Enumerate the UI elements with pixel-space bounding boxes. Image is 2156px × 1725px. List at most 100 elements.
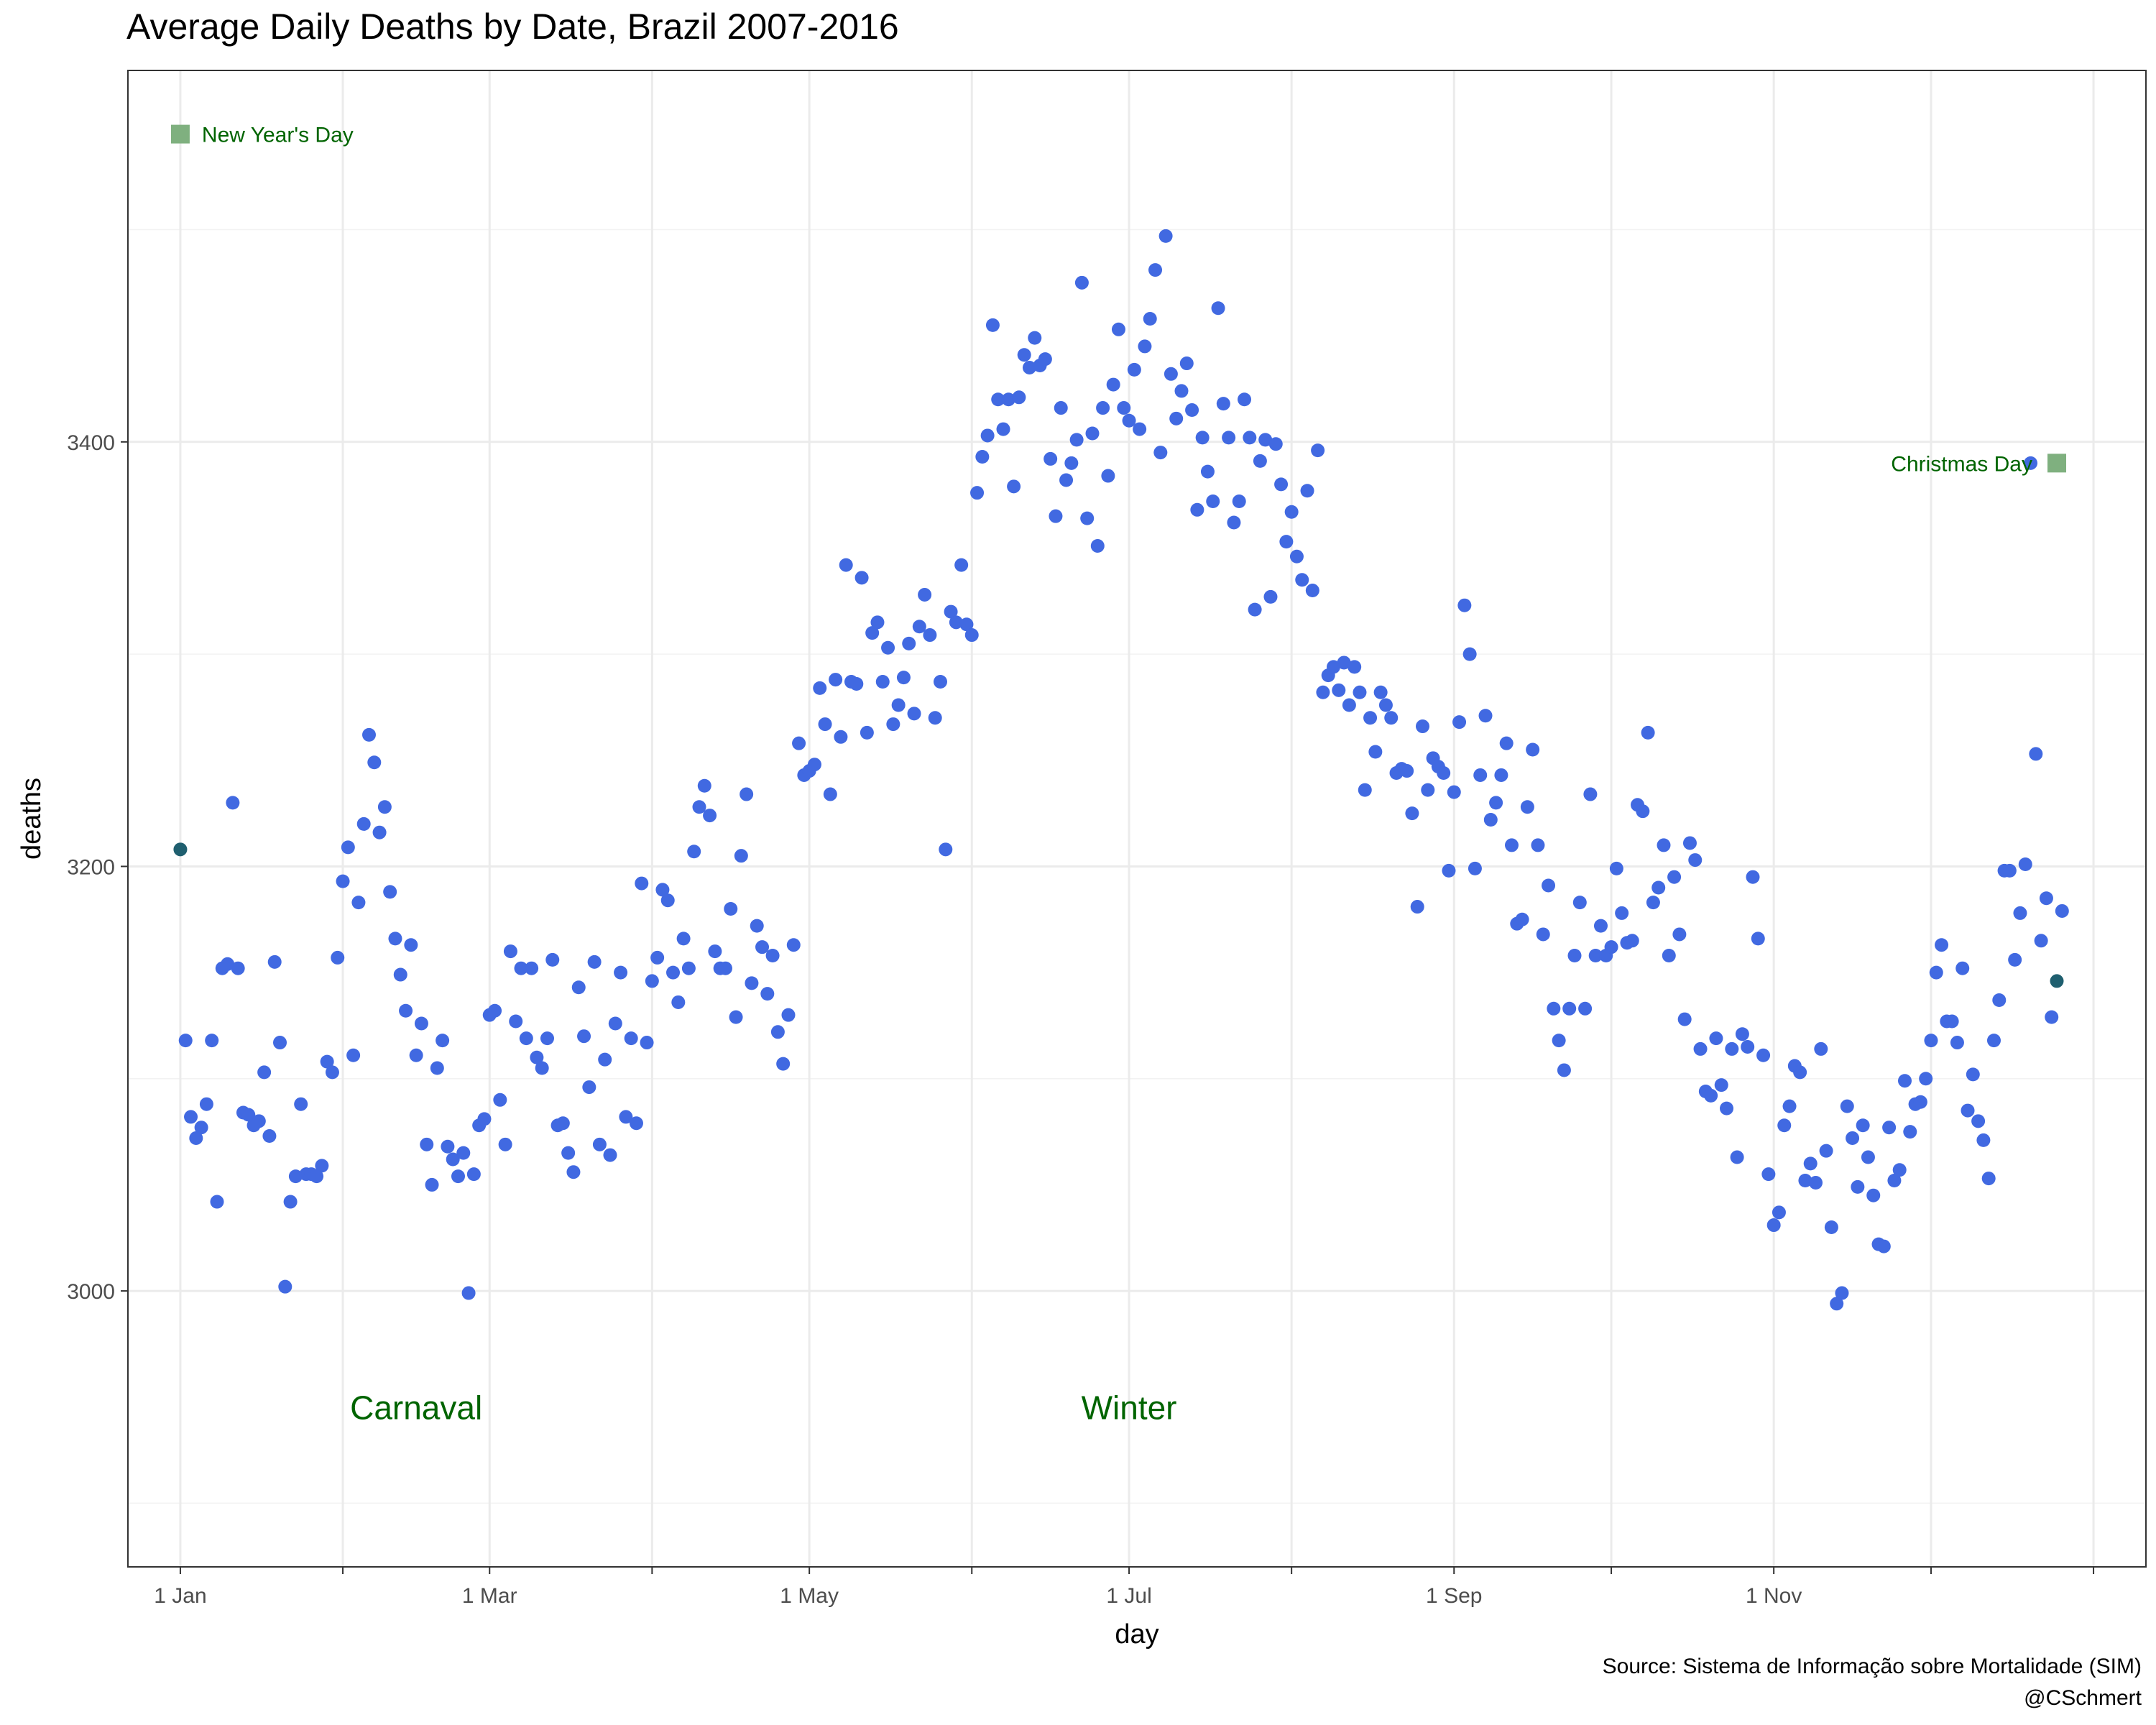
data-point [592, 1137, 607, 1151]
data-point [786, 938, 801, 952]
data-point [2029, 747, 2043, 761]
data-point [1646, 896, 1660, 910]
data-point [1358, 783, 1372, 797]
data-point [697, 778, 711, 793]
data-point [823, 787, 837, 801]
data-point [1662, 948, 1676, 962]
data-point [1935, 938, 1949, 952]
data-point [975, 449, 990, 464]
data-point [1746, 870, 1760, 884]
data-point [1478, 709, 1493, 723]
data-point [288, 1169, 303, 1184]
data-point [1211, 301, 1225, 316]
data-point [1625, 934, 1639, 948]
annotations: New Year's Day Christmas Day Carnaval Winte… [170, 124, 2067, 1427]
data-point [1117, 401, 1131, 415]
data-point [351, 896, 366, 910]
data-point [1552, 1034, 1566, 1048]
data-point [310, 1169, 324, 1184]
highlight-square [2047, 454, 2067, 473]
data-point [184, 1110, 198, 1124]
data-point [1866, 1188, 1881, 1202]
data-point [1766, 1218, 1781, 1233]
data-point [2045, 1010, 2059, 1024]
data-point [1835, 1286, 1849, 1300]
data-point [886, 717, 900, 732]
x-tick-label: 1 Sep [1426, 1584, 1482, 1608]
data-point [1111, 322, 1125, 336]
data-point [1148, 263, 1163, 277]
data-point [1289, 549, 1304, 564]
data-point [860, 725, 874, 740]
data-point [1133, 422, 1147, 436]
data-point [718, 961, 732, 975]
data-point [624, 1031, 638, 1046]
data-point [267, 954, 282, 969]
data-point [436, 1034, 450, 1048]
data-point [540, 1031, 554, 1046]
data-point [1615, 906, 1629, 920]
data-point [1651, 880, 1666, 895]
data-point [273, 1036, 287, 1050]
data-point [1504, 838, 1519, 852]
data-point [1489, 796, 1503, 810]
data-point [2013, 906, 2027, 920]
data-point [294, 1097, 308, 1111]
data-point [493, 1092, 507, 1107]
data-point [582, 1080, 596, 1095]
data-point [1903, 1125, 1917, 1139]
data-point [1348, 660, 1362, 674]
data-point [1059, 473, 1074, 487]
data-point [829, 673, 843, 687]
data-point [1295, 573, 1309, 587]
data-point [1106, 377, 1120, 392]
data-point [1457, 598, 1472, 612]
data-point [1064, 456, 1079, 470]
data-point [1279, 535, 1294, 549]
data-point [1311, 443, 1325, 458]
data-point [640, 1036, 654, 1050]
data-point [388, 932, 402, 946]
data-point [430, 1061, 444, 1075]
data-point [1526, 742, 1540, 757]
data-point [1856, 1118, 1870, 1133]
data-point [331, 950, 345, 965]
y-axis-title: deaths [17, 778, 47, 860]
data-point [556, 1116, 570, 1131]
data-point [1992, 993, 2007, 1007]
data-point [1342, 698, 1356, 712]
data-point [1222, 431, 1236, 445]
data-point [1609, 861, 1623, 875]
data-point [1840, 1099, 1854, 1113]
data-point [1258, 433, 1273, 447]
data-point [252, 1114, 266, 1128]
data-point [367, 755, 382, 770]
data-point [1531, 838, 1545, 852]
data-point [1782, 1099, 1797, 1113]
data-point [703, 809, 717, 823]
data-point [414, 1016, 428, 1031]
data-point [944, 604, 958, 619]
data-point [923, 628, 937, 643]
data-point [1305, 584, 1319, 598]
data-point [1756, 1048, 1771, 1062]
data-point [603, 1148, 617, 1162]
data-point [928, 711, 942, 725]
data-point [1547, 1001, 1561, 1016]
data-point [257, 1065, 272, 1080]
data-point [1882, 1121, 1897, 1135]
data-point [1378, 698, 1393, 712]
data-point [1798, 1174, 1812, 1188]
data-point [545, 952, 560, 967]
y-tick-label: 3400 [67, 431, 115, 455]
data-point [1572, 896, 1587, 910]
data-point [1515, 912, 1529, 926]
data-point [745, 976, 759, 990]
data-point [1044, 451, 1058, 466]
data-point [1929, 965, 1943, 980]
data-point [1263, 589, 1278, 604]
data-point [336, 874, 350, 888]
data-point [2018, 857, 2032, 871]
data-point [1243, 431, 1257, 445]
data-point [1400, 764, 1414, 778]
